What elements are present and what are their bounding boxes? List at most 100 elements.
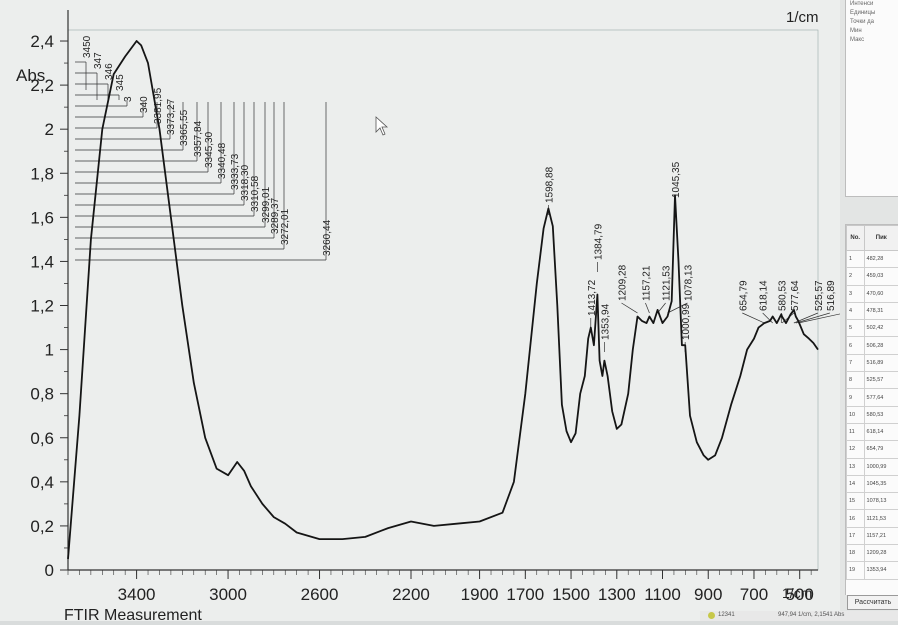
mouse-pointer-icon <box>376 117 387 135</box>
window-title: FTIR Measurement <box>64 607 202 625</box>
peak-label: 654,79 <box>738 280 749 311</box>
row-number-cell: 7 <box>847 354 865 371</box>
y-tick-label: 1 <box>45 341 54 360</box>
status-bar: 12341 947,94 1/cm, 2,1541 Abs <box>700 611 898 621</box>
row-number-cell: 12 <box>847 441 865 458</box>
peak-label: 525,57 <box>814 280 825 311</box>
peak-label: 1353,94 <box>600 303 611 340</box>
row-number-cell: 10 <box>847 406 865 423</box>
y-tick-label: 2 <box>45 120 54 139</box>
row-number-cell: 16 <box>847 510 865 527</box>
row-number-cell: 17 <box>847 527 865 544</box>
peak-label: 3 <box>123 96 134 102</box>
peak-label: 345 <box>115 74 126 91</box>
x-tick-label: 1100 <box>644 585 681 604</box>
peak-value-cell: 478,31 <box>864 302 898 319</box>
peak-label: 1045,35 <box>671 161 682 198</box>
peak-label: 3381,95 <box>153 87 164 124</box>
peak-label-leaders <box>75 62 840 352</box>
x-tick-label: 3400 <box>118 585 156 604</box>
y-tick-label: 0,8 <box>30 385 54 404</box>
peak-value-cell: 654,79 <box>864 441 898 458</box>
property-item[interactable]: Интенси <box>846 0 898 9</box>
x-tick-label: 900 <box>694 585 722 604</box>
y-tick-label: 2,4 <box>30 32 54 51</box>
row-number-cell: 6 <box>847 337 865 354</box>
x-tick-label: 3000 <box>209 585 247 604</box>
x-tick-label: 1500 <box>552 585 590 604</box>
row-number-cell: 1 <box>847 251 865 268</box>
peak-label: 340 <box>139 96 150 113</box>
property-item[interactable]: Единицы <box>846 9 898 18</box>
column-header-peak[interactable]: Пик <box>864 226 898 251</box>
peak-value-cell: 459,03 <box>864 268 898 285</box>
peak-value-cell: 1121,53 <box>864 510 898 527</box>
peak-label: 577,64 <box>790 280 801 311</box>
peak-label: 516,89 <box>826 280 837 311</box>
peak-value-cell: 525,57 <box>864 372 898 389</box>
property-item[interactable]: Мин <box>846 27 898 36</box>
peak-label: 3272,01 <box>280 208 291 245</box>
x-tick-label: 2200 <box>392 585 430 604</box>
peak-label: 618,14 <box>759 280 770 311</box>
y-tick-label: 1,4 <box>30 252 54 271</box>
row-number-cell: 18 <box>847 545 865 562</box>
mouse-cursor <box>376 117 387 135</box>
peak-value-cell: 1000,99 <box>864 458 898 475</box>
peak-leader <box>742 313 764 323</box>
property-item[interactable]: Точки да <box>846 18 898 27</box>
peak-value-cell: 502,42 <box>864 320 898 337</box>
peak-label: 3310,58 <box>250 175 261 212</box>
row-number-cell: 19 <box>847 562 865 579</box>
peak-value-cell: 618,14 <box>864 423 898 440</box>
calculate-button[interactable]: Рассчитать <box>847 595 898 610</box>
peak-value-cell: 1078,13 <box>864 493 898 510</box>
peak-leader <box>622 303 638 313</box>
row-number-cell: 14 <box>847 475 865 492</box>
row-number-cell: 2 <box>847 268 865 285</box>
x-unit-label-bottom: 1/cm <box>782 585 812 601</box>
peak-value-cell: 1045,35 <box>864 475 898 492</box>
peak-label: 346 <box>104 63 115 80</box>
column-header-no[interactable]: No. <box>847 226 865 251</box>
peak-leader <box>645 303 649 313</box>
peak-value-cell: 580,53 <box>864 406 898 423</box>
x-tick-label: 1300 <box>598 585 636 604</box>
peak-label: 1413,72 <box>587 279 598 316</box>
peak-value-cell: 1157,21 <box>864 527 898 544</box>
property-item[interactable]: Макс <box>846 36 898 45</box>
peak-value-cell: 506,28 <box>864 337 898 354</box>
row-number-cell: 8 <box>847 372 865 389</box>
peak-value-cell: 577,64 <box>864 389 898 406</box>
peak-value-cell: 1209,28 <box>864 545 898 562</box>
peak-label: 1121,53 <box>662 265 673 301</box>
y-axis-label: Abs <box>16 66 45 86</box>
x-tick-label: 700 <box>740 585 768 604</box>
peak-label: 3365,55 <box>179 109 190 146</box>
